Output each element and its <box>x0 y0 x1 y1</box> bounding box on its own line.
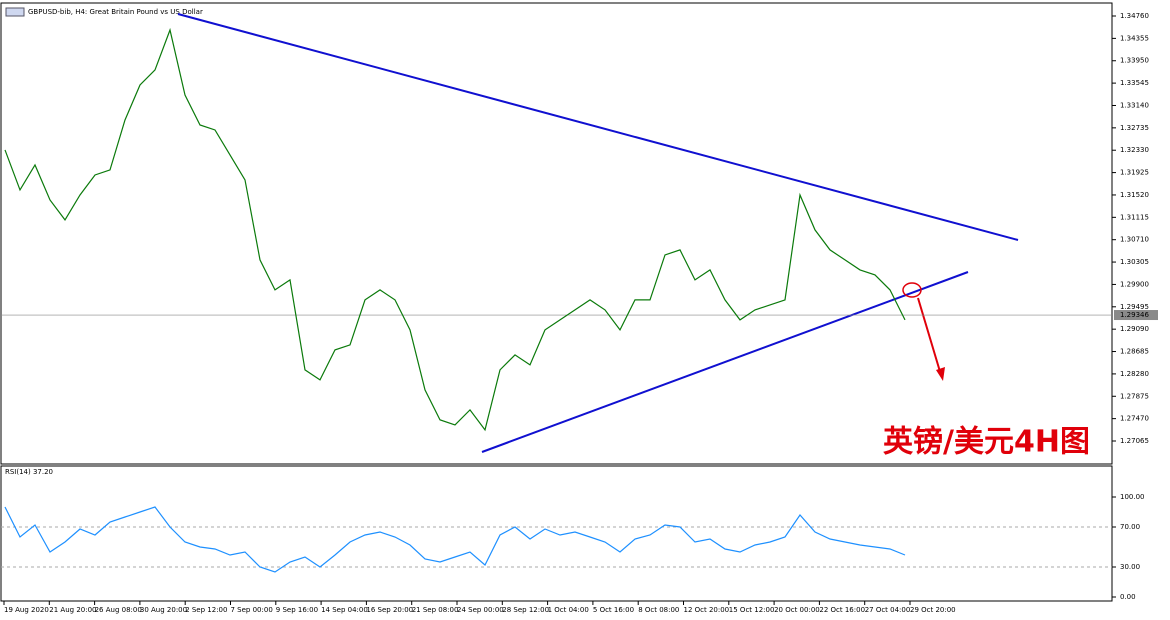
y-tick-label: 30.00 <box>1120 563 1140 571</box>
y-tick-label: 1.31520 <box>1120 191 1149 199</box>
trend-line <box>481 271 969 453</box>
x-tick-label: 15 Oct 12:00 <box>729 606 775 614</box>
x-tick-label: 5 Oct 16:00 <box>593 606 634 614</box>
y-tick-label: 100.00 <box>1120 493 1145 501</box>
trend-line <box>177 13 1019 241</box>
arrow <box>917 297 942 376</box>
y-tick-label: 1.32330 <box>1120 146 1149 154</box>
x-tick-label: 26 Aug 08:00 <box>95 606 142 614</box>
y-tick-label: 1.34355 <box>1120 34 1149 42</box>
y-tick-label: 1.34760 <box>1120 12 1149 20</box>
x-tick-label: 19 Aug 2020 <box>4 606 49 614</box>
x-tick-label: 21 Sep 08:00 <box>412 606 459 614</box>
x-tick-label: 28 Sep 12:00 <box>502 606 549 614</box>
x-tick-label: 20 Oct 00:00 <box>774 606 820 614</box>
y-tick-label: 1.29900 <box>1120 280 1149 288</box>
highlight-circle <box>902 282 922 298</box>
arrow-head <box>936 367 945 381</box>
series-line <box>4 27 906 432</box>
y-tick-label: 1.29090 <box>1120 325 1149 333</box>
y-tick-label: 1.28280 <box>1120 370 1149 378</box>
x-tick-label: 7 Sep 00:00 <box>231 606 273 614</box>
x-tick-label: 14 Sep 04:00 <box>321 606 368 614</box>
x-tick-label: 29 Oct 20:00 <box>910 606 956 614</box>
x-tick-label: 12 Oct 20:00 <box>684 606 730 614</box>
x-tick-label: 1 Oct 04:00 <box>548 606 589 614</box>
x-tick-label: 21 Aug 20:00 <box>49 606 96 614</box>
price-badge <box>1114 310 1158 321</box>
price-pane <box>0 2 1113 465</box>
x-tick-label: 2 Sep 12:00 <box>185 606 227 614</box>
y-tick-label: 1.33545 <box>1120 79 1149 87</box>
y-tick-label: 1.32735 <box>1120 124 1149 132</box>
y-tick-label: 0.00 <box>1120 593 1136 601</box>
x-tick-label: 30 Aug 20:00 <box>140 606 187 614</box>
y-tick-label: 1.30305 <box>1120 258 1149 266</box>
icon <box>5 7 25 17</box>
y-tick-label: 70.00 <box>1120 523 1140 531</box>
y-tick-label: 1.27875 <box>1120 392 1149 400</box>
x-tick-label: 16 Sep 20:00 <box>366 606 413 614</box>
y-tick-label: 1.27065 <box>1120 437 1149 445</box>
y-tick-label: 1.27470 <box>1120 415 1149 423</box>
y-tick-label: 1.30710 <box>1120 236 1149 244</box>
x-tick-label: 27 Oct 04:00 <box>865 606 911 614</box>
current-price-label: 1.29346 <box>1120 311 1149 319</box>
series-line <box>4 506 906 573</box>
y-tick-label: 1.33950 <box>1120 57 1149 65</box>
rsi-title: RSI(14) 37.20 <box>5 468 53 476</box>
x-tick-label: 9 Sep 16:00 <box>276 606 318 614</box>
y-tick-label: 1.28685 <box>1120 348 1149 356</box>
x-tick-label: 24 Sep 00:00 <box>457 606 504 614</box>
rsi-pane <box>0 465 1113 602</box>
y-tick-label: 1.31115 <box>1120 213 1149 221</box>
y-tick-label: 1.29495 <box>1120 303 1149 311</box>
chart-title: GBPUSD-bib, H4: Great Britain Pound vs U… <box>28 8 203 16</box>
x-tick-label: 8 Oct 08:00 <box>638 606 679 614</box>
y-tick-label: 1.33140 <box>1120 101 1149 109</box>
y-tick-label: 1.31925 <box>1120 169 1149 177</box>
x-tick-label: 22 Oct 16:00 <box>819 606 865 614</box>
annotation: 英镑/美元4H图 <box>883 425 1090 460</box>
